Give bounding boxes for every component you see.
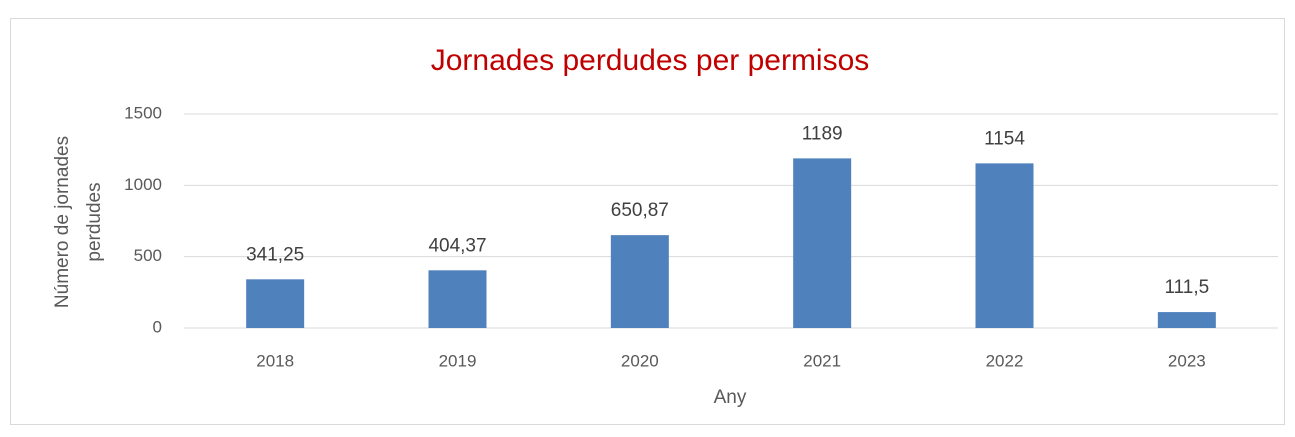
x-tick-label: 2019: [439, 351, 477, 370]
bar: [793, 158, 852, 328]
x-tick-label: 2021: [803, 351, 841, 370]
chart-title: Jornades perdudes per permisos: [431, 44, 870, 77]
y-axis-title: perdudes: [84, 182, 105, 261]
bar: [610, 235, 669, 328]
data-label: 650,87: [611, 200, 669, 221]
y-tick-label: 500: [134, 246, 162, 265]
bar: [1157, 312, 1216, 328]
data-label: 1154: [984, 128, 1025, 149]
y-tick-label: 1000: [124, 175, 162, 194]
bar: [246, 279, 305, 328]
y-axis-title: Número de jornades: [52, 136, 73, 308]
chart-border: [10, 18, 1285, 425]
x-tick-label: 2020: [621, 351, 659, 370]
data-label: 1189: [802, 123, 843, 144]
y-tick-label: 0: [153, 317, 162, 336]
data-label: 404,37: [428, 235, 486, 256]
x-tick-label: 2023: [1168, 351, 1206, 370]
x-axis-title: Any: [714, 387, 747, 408]
data-label: 111,5: [1164, 277, 1209, 298]
bar: [428, 270, 487, 328]
data-label: 341,25: [246, 244, 304, 265]
x-tick-label: 2022: [986, 351, 1024, 370]
bar: [975, 163, 1034, 328]
y-tick-label: 1500: [124, 103, 162, 122]
x-tick-label: 2018: [256, 351, 294, 370]
